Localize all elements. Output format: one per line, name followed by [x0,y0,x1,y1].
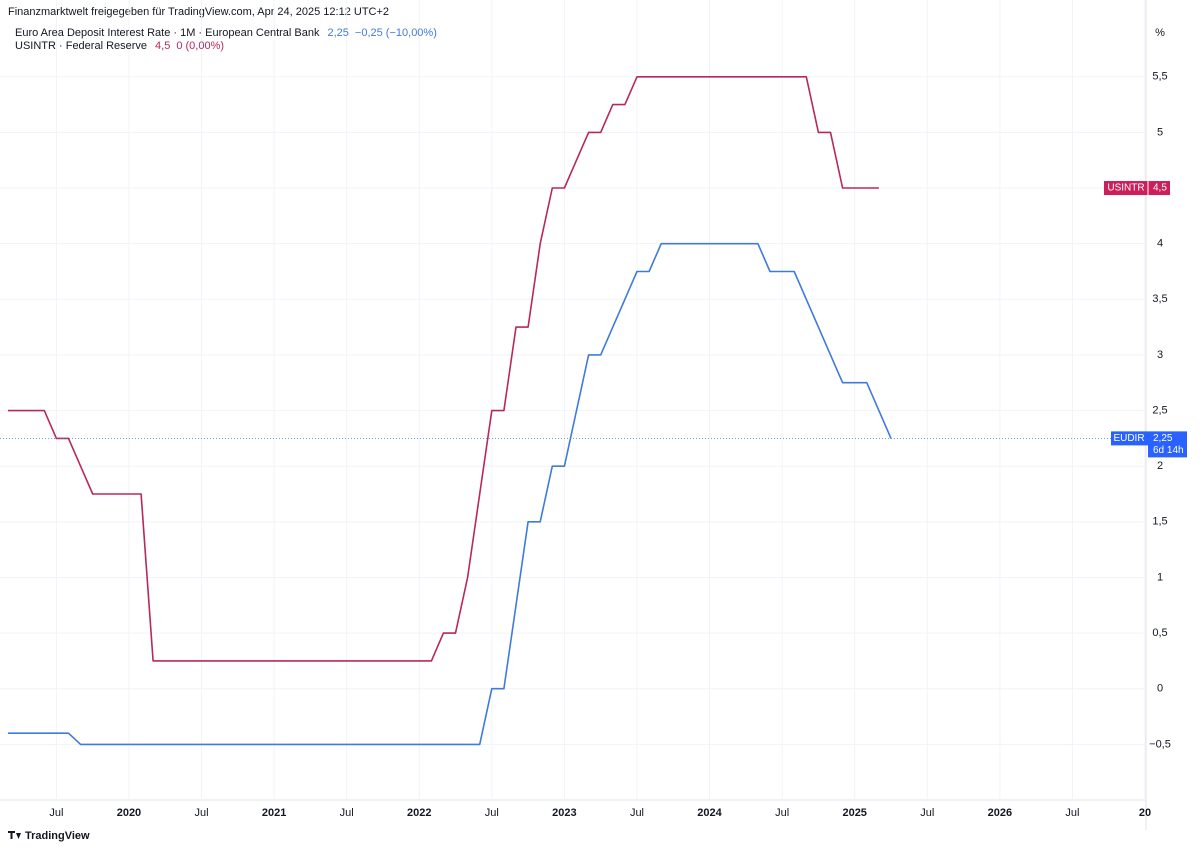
badge-value: 2,25 [1153,433,1173,444]
legend-name: Euro Area Deposit Interest Rate · 1M · E… [15,27,320,39]
y-tick-label: 1 [1157,571,1163,583]
brand: TradingView [25,830,90,842]
x-tick-label: 2022 [407,807,431,819]
x-tick-label: 2021 [262,807,286,819]
legend-entry: USINTR · Federal Reserve 4,5 0 (0,00%) [15,40,224,52]
badge-countdown: 6d 14h [1153,445,1184,456]
series-line [8,76,879,662]
y-tick-label: 0 [1157,683,1163,695]
x-tick-label: Jul [630,807,644,819]
y-tick-label: 5 [1157,126,1163,138]
y-unit: % [1155,27,1165,39]
x-tick-label: Jul [1065,807,1079,819]
x-tick-label: 2020 [117,807,141,819]
x-tick-label: Jul [340,807,354,819]
badge-symbol: USINTR [1107,183,1144,194]
x-tick-label: Jul [195,807,209,819]
x-tick-label: Jul [485,807,499,819]
legend-name: USINTR · Federal Reserve [15,40,147,52]
y-tick-label: 2,5 [1152,404,1167,416]
x-tick-label: Jul [920,807,934,819]
y-tick-label: 4 [1157,238,1163,250]
legend-last: 2,25 [328,27,349,39]
legend-entry: Euro Area Deposit Interest Rate · 1M · E… [15,27,437,39]
x-tick-label: Jul [49,807,63,819]
badge [1104,181,1170,196]
badge-symbol: EUDIR [1113,433,1144,444]
badge-value: 4,5 [1153,183,1167,194]
legend-change: −0,25 (−10,00%) [355,27,437,39]
series-line [8,242,892,746]
x-tick-label: 2025 [842,807,866,819]
badge [1148,431,1187,458]
grid [0,0,1146,800]
x-tick-label: 20 [1139,807,1151,819]
x-tick-label: 2023 [552,807,576,819]
badge [1111,431,1148,446]
brand-logo [8,831,21,839]
y-tick-label: 1,5 [1152,516,1167,528]
y-tick-label: −0,5 [1149,738,1171,750]
y-tick-label: 3 [1157,349,1163,361]
y-tick-label: 0,5 [1152,627,1167,639]
legend-change: 0 (0,00%) [176,40,224,52]
y-tick-label: 2 [1157,460,1163,472]
chart-title: Finanzmarktwelt freigegeben für TradingV… [8,6,389,18]
logo-icon [8,831,21,839]
x-tick-label: Jul [775,807,789,819]
x-tick-label: 2026 [988,807,1012,819]
y-tick-label: 3,5 [1152,293,1167,305]
y-tick-label: 5,5 [1152,71,1167,83]
x-tick-label: 2024 [697,807,722,819]
legend-last: 4,5 [155,40,170,52]
